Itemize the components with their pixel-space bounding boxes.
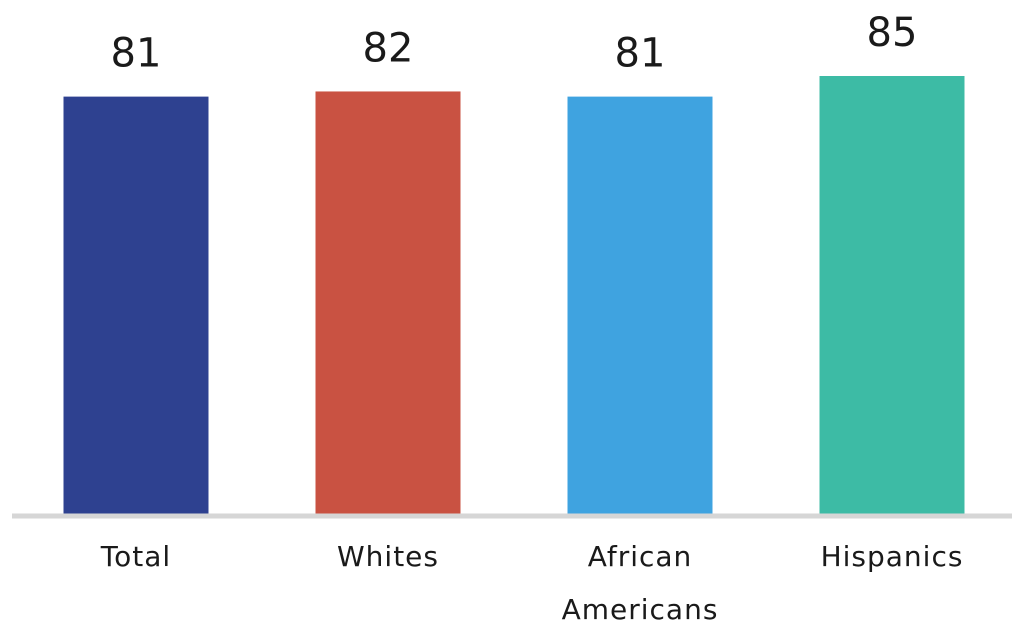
bars-group <box>63 76 965 515</box>
bar-total <box>63 96 209 515</box>
bar-african-americans <box>567 96 713 515</box>
value-label: 81 <box>111 31 162 77</box>
value-label: 82 <box>363 25 414 71</box>
category-label: Total <box>100 540 171 573</box>
value-labels-group: 81 82 81 85 <box>111 10 918 77</box>
category-labels-group: Total Whites African Americans Hispanics <box>100 540 964 625</box>
category-label: Hispanics <box>821 540 964 573</box>
category-label: Americans <box>562 593 719 625</box>
value-label: 81 <box>615 31 666 77</box>
value-label: 85 <box>867 10 918 56</box>
category-label: Whites <box>337 540 439 573</box>
bar-hispanics <box>819 76 965 514</box>
category-label: African <box>588 540 693 573</box>
bar-whites <box>315 91 461 514</box>
